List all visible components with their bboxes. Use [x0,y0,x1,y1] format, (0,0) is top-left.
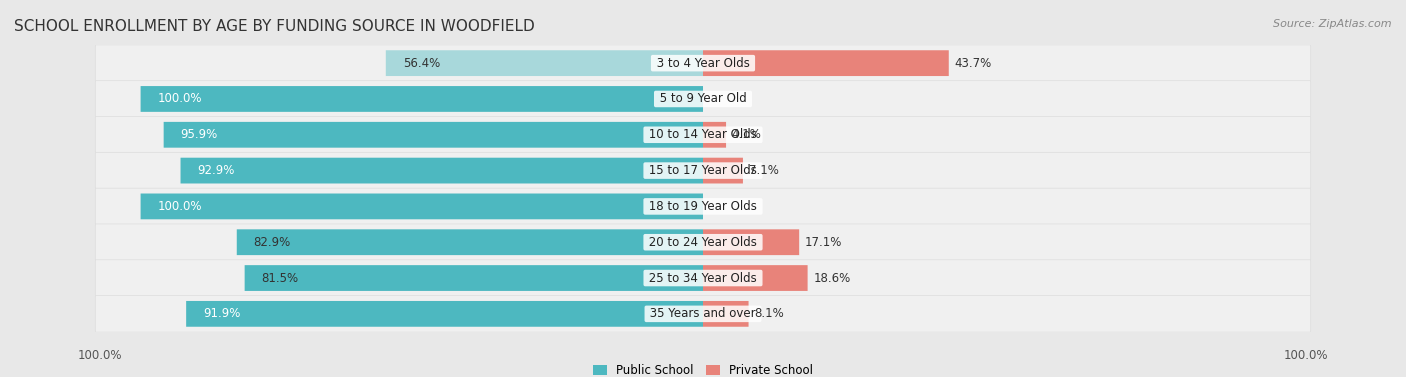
FancyBboxPatch shape [245,265,703,291]
Text: 20 to 24 Year Olds: 20 to 24 Year Olds [645,236,761,249]
Text: SCHOOL ENROLLMENT BY AGE BY FUNDING SOURCE IN WOODFIELD: SCHOOL ENROLLMENT BY AGE BY FUNDING SOUR… [14,19,534,34]
Text: 82.9%: 82.9% [253,236,291,249]
Text: Source: ZipAtlas.com: Source: ZipAtlas.com [1274,19,1392,29]
Text: 95.9%: 95.9% [180,128,218,141]
FancyBboxPatch shape [96,296,1310,332]
FancyBboxPatch shape [96,224,1310,261]
Text: 100.0%: 100.0% [1284,349,1329,362]
Text: 18.6%: 18.6% [813,271,851,285]
FancyBboxPatch shape [96,188,1310,225]
FancyBboxPatch shape [96,81,1310,117]
FancyBboxPatch shape [703,50,949,76]
Text: 35 Years and over: 35 Years and over [647,307,759,320]
Text: 3 to 4 Year Olds: 3 to 4 Year Olds [652,57,754,70]
FancyBboxPatch shape [236,229,703,255]
FancyBboxPatch shape [703,301,748,327]
FancyBboxPatch shape [96,260,1310,296]
FancyBboxPatch shape [186,301,703,327]
FancyBboxPatch shape [385,50,703,76]
Text: 81.5%: 81.5% [262,271,298,285]
FancyBboxPatch shape [163,122,703,148]
Text: 8.1%: 8.1% [754,307,785,320]
Text: 18 to 19 Year Olds: 18 to 19 Year Olds [645,200,761,213]
FancyBboxPatch shape [96,116,1310,153]
Text: 91.9%: 91.9% [202,307,240,320]
Text: 92.9%: 92.9% [197,164,235,177]
Text: 100.0%: 100.0% [77,349,122,362]
Text: 100.0%: 100.0% [157,92,202,106]
Text: 17.1%: 17.1% [804,236,842,249]
FancyBboxPatch shape [703,265,807,291]
FancyBboxPatch shape [96,45,1310,81]
Text: 5 to 9 Year Old: 5 to 9 Year Old [655,92,751,106]
FancyBboxPatch shape [703,158,742,184]
Text: 4.1%: 4.1% [731,128,762,141]
FancyBboxPatch shape [703,122,725,148]
Text: 25 to 34 Year Olds: 25 to 34 Year Olds [645,271,761,285]
Text: 7.1%: 7.1% [748,164,779,177]
FancyBboxPatch shape [96,152,1310,189]
Text: 43.7%: 43.7% [955,57,991,70]
Text: 15 to 17 Year Olds: 15 to 17 Year Olds [645,164,761,177]
Legend: Public School, Private School: Public School, Private School [593,365,813,377]
FancyBboxPatch shape [703,229,799,255]
Text: 100.0%: 100.0% [157,200,202,213]
FancyBboxPatch shape [141,193,703,219]
Text: 56.4%: 56.4% [402,57,440,70]
FancyBboxPatch shape [180,158,703,184]
Text: 10 to 14 Year Olds: 10 to 14 Year Olds [645,128,761,141]
FancyBboxPatch shape [141,86,703,112]
